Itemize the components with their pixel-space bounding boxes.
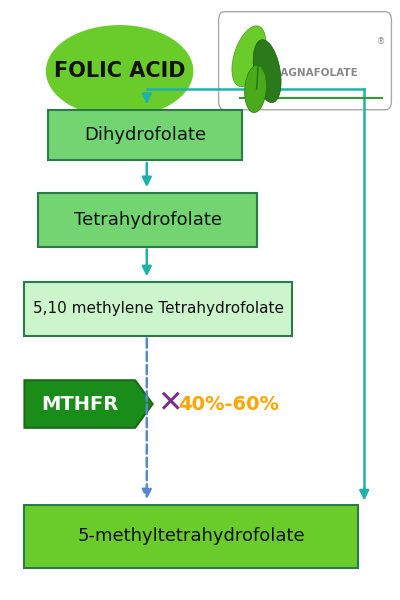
Text: ®: ® xyxy=(377,37,385,46)
Text: MAGNAFOLATE: MAGNAFOLATE xyxy=(270,68,358,78)
FancyBboxPatch shape xyxy=(38,193,258,247)
Text: Dihydrofolate: Dihydrofolate xyxy=(84,126,206,144)
Ellipse shape xyxy=(253,40,281,103)
Text: ✕: ✕ xyxy=(157,389,183,419)
FancyBboxPatch shape xyxy=(219,11,391,110)
FancyBboxPatch shape xyxy=(24,282,292,335)
FancyBboxPatch shape xyxy=(24,505,358,568)
Text: 5-methyltetrahydrofolate: 5-methyltetrahydrofolate xyxy=(78,527,305,545)
Text: MTHFR: MTHFR xyxy=(41,395,118,413)
Ellipse shape xyxy=(232,26,266,87)
Text: 5,10 methylene Tetrahydrofolate: 5,10 methylene Tetrahydrofolate xyxy=(33,301,284,316)
Text: FOLIC ACID: FOLIC ACID xyxy=(54,61,185,81)
Text: Tetrahydrofolate: Tetrahydrofolate xyxy=(74,211,222,229)
Ellipse shape xyxy=(245,65,266,113)
Ellipse shape xyxy=(46,25,193,117)
Polygon shape xyxy=(24,380,152,428)
FancyBboxPatch shape xyxy=(48,110,242,160)
Text: 40%-60%: 40%-60% xyxy=(178,395,279,413)
